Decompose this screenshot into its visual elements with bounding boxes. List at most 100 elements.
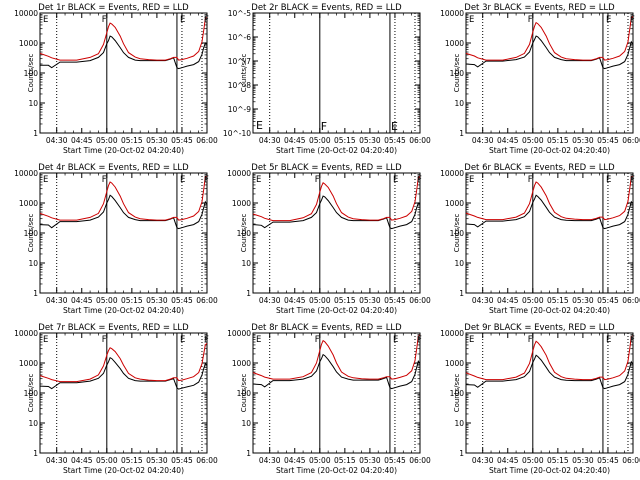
- y-tick-label: 1000: [19, 39, 38, 48]
- detector-panel-3: Det 3r BLACK = Events, RED = LLD 1 10 100 10…: [426, 0, 640, 160]
- y-tick-label: 1: [33, 129, 38, 138]
- y-tick-label: 100: [24, 229, 39, 238]
- x-axis-label: Start Time (20-Oct-02 04:20:40): [276, 466, 397, 475]
- x-tick-label: 04:45: [497, 136, 519, 145]
- interval-flag-label: F: [204, 335, 209, 345]
- series-line-lld: [252, 176, 421, 222]
- y-axis-label: Counts/sec: [453, 214, 461, 253]
- y-tick-label: 1: [246, 289, 251, 298]
- y-tick-label: 10: [454, 419, 464, 428]
- x-tick-label: 05:15: [547, 136, 569, 145]
- series-line-events: [252, 195, 421, 230]
- x-tick-label: 04:30: [259, 136, 281, 145]
- x-tick-label: 04:30: [46, 456, 68, 465]
- detector-panel-7: Det 7r BLACK = Events, RED = LLD 1 10 100 10…: [0, 320, 218, 480]
- y-tick-label: 10^-6: [228, 33, 252, 42]
- y-tick-label: 10^-7: [228, 57, 252, 66]
- y-axis-label: Counts/sec: [27, 54, 35, 93]
- x-tick-label: 05:45: [171, 136, 193, 145]
- x-tick-label: 04:45: [71, 296, 93, 305]
- y-tick-label: 10: [454, 99, 464, 108]
- x-tick-label: 05:30: [359, 456, 381, 465]
- x-tick-label: 06:00: [409, 456, 431, 465]
- x-tick-label: 04:45: [497, 456, 519, 465]
- series-line-lld: [465, 16, 634, 61]
- chart-title: Det 8r BLACK = Events, RED = LLD: [251, 323, 402, 333]
- x-tick-label: 06:00: [622, 456, 640, 465]
- interval-flag-label: F: [204, 15, 209, 25]
- y-tick-label: 1: [459, 449, 464, 458]
- y-tick-label: 10000: [14, 329, 38, 338]
- x-tick-label: 04:30: [259, 296, 281, 305]
- chart-svg: Det 8r BLACK = Events, RED = LLD 1 10 100 10…: [227, 323, 431, 475]
- interval-flag-label: F: [528, 175, 533, 185]
- y-tick-label: 100: [24, 69, 39, 78]
- x-axis-label: Start Time (20-Oct-02 04:20:40): [489, 466, 610, 475]
- interval-flag-label: E: [606, 335, 611, 345]
- interval-flag-label: F: [102, 15, 107, 25]
- chart-svg: Det 6r BLACK = Events, RED = LLD 1 10 100 10…: [440, 163, 640, 315]
- x-tick-label: 06:00: [622, 296, 640, 305]
- interval-flag-label: E: [256, 335, 261, 345]
- x-tick-label: 04:45: [284, 136, 306, 145]
- x-tick-label: 04:45: [284, 456, 306, 465]
- y-tick-label: 1: [33, 289, 38, 298]
- interval-flag-label: E: [469, 15, 474, 25]
- x-tick-label: 05:00: [309, 136, 331, 145]
- interval-flag-label: E: [469, 175, 474, 185]
- y-tick-label: 10: [28, 419, 38, 428]
- x-tick-label: 06:00: [196, 136, 218, 145]
- y-tick-label: 1000: [19, 359, 38, 368]
- y-tick-label: 10: [241, 259, 251, 268]
- x-tick-label: 04:30: [46, 136, 68, 145]
- chart-svg: Det 2r BLACK = Events, RED = LLD 10^-10 10…: [223, 3, 431, 155]
- interval-flag-label: F: [102, 175, 107, 185]
- y-tick-label: 100: [237, 229, 252, 238]
- x-tick-label: 05:45: [171, 296, 193, 305]
- chart-title: Det 3r BLACK = Events, RED = LLD: [464, 3, 615, 13]
- x-tick-label: 05:45: [171, 456, 193, 465]
- chart-svg: Det 1r BLACK = Events, RED = LLD 1 10 100 10…: [14, 3, 218, 155]
- x-tick-label: 05:15: [121, 456, 143, 465]
- interval-flag-label: F: [315, 175, 320, 185]
- y-tick-label: 10000: [227, 329, 251, 338]
- x-tick-label: 05:15: [121, 296, 143, 305]
- x-axis-label: Start Time (20-Oct-02 04:20:40): [489, 146, 610, 155]
- x-tick-label: 05:45: [597, 456, 619, 465]
- y-tick-label: 10^-8: [228, 81, 252, 90]
- x-tick-label: 05:15: [547, 296, 569, 305]
- y-tick-label: 10000: [440, 9, 464, 18]
- series-line-events: [39, 194, 208, 230]
- x-tick-label: 06:00: [196, 296, 218, 305]
- y-tick-label: 1000: [232, 199, 251, 208]
- detector-panel-6: Det 6r BLACK = Events, RED = LLD 1 10 100 10…: [426, 160, 640, 320]
- interval-flag-label: F: [528, 335, 533, 345]
- interval-flag-label: E: [180, 175, 185, 185]
- y-tick-label: 1000: [445, 199, 464, 208]
- x-tick-label: 06:00: [196, 456, 218, 465]
- interval-flag-label: F: [417, 175, 422, 185]
- detector-panel-2: Det 2r BLACK = Events, RED = LLD 10^-10 10…: [213, 0, 431, 160]
- interval-flag-label: F: [102, 335, 107, 345]
- chart-svg: Det 9r BLACK = Events, RED = LLD 1 10 100 10…: [440, 323, 640, 475]
- y-tick-label: 10^-5: [228, 9, 252, 18]
- x-tick-label: 05:45: [384, 456, 406, 465]
- x-axis-label: Start Time (20-Oct-02 04:20:40): [489, 306, 610, 315]
- y-axis-label: Counts/sec: [240, 374, 248, 413]
- interval-flag-label: E: [43, 335, 48, 345]
- x-tick-label: 05:15: [121, 136, 143, 145]
- y-tick-label: 10: [454, 259, 464, 268]
- series-line-lld: [39, 343, 208, 383]
- x-tick-label: 05:30: [359, 136, 381, 145]
- chart-title: Det 6r BLACK = Events, RED = LLD: [464, 163, 615, 173]
- chart-title: Det 7r BLACK = Events, RED = LLD: [38, 323, 189, 333]
- x-tick-label: 05:00: [522, 456, 544, 465]
- y-tick-label: 100: [450, 69, 465, 78]
- interval-flag-label: E: [180, 335, 185, 345]
- y-tick-label: 1000: [445, 359, 464, 368]
- interval-flag-label: E: [393, 335, 398, 345]
- series-line-lld: [39, 175, 208, 221]
- series-line-events: [40, 35, 208, 70]
- x-tick-label: 05:30: [146, 136, 168, 145]
